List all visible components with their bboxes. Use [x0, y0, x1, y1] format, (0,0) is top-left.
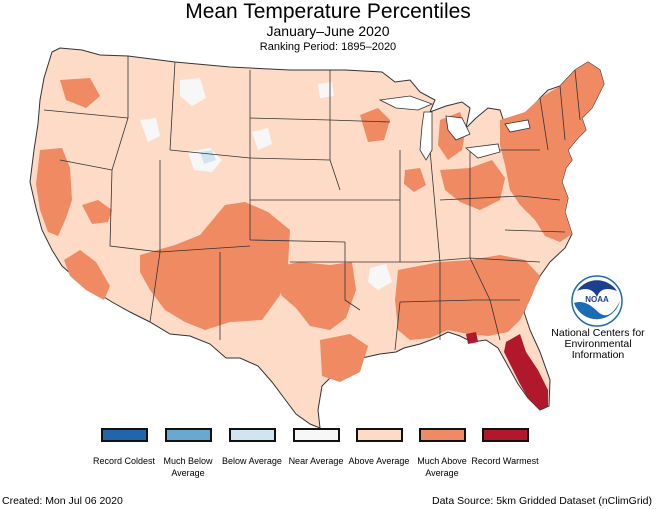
- legend-label: Above Average: [348, 456, 410, 466]
- legend-swatch-above: [356, 428, 403, 442]
- legend-swatch-much-below: [165, 428, 212, 442]
- legend-swatch-much-above: [419, 428, 466, 442]
- legend-swatch-near: [293, 428, 340, 442]
- legend-label: Much Below Average: [163, 456, 213, 478]
- much-above-average-regions: [36, 62, 604, 382]
- data-source: Data Source: 5km Gridded Dataset (nClimG…: [432, 495, 652, 507]
- noaa-logo-icon: NOAA: [571, 275, 623, 327]
- map-subtitle: January–June 2020: [266, 23, 390, 39]
- legend-label: Below Average: [222, 456, 282, 466]
- map-title: Mean Temperature Percentiles: [185, 0, 471, 23]
- noaa-wordmark: NOAA: [585, 295, 609, 304]
- legend-swatch-below: [229, 428, 276, 442]
- ncei-name: National Centers for Environmental Infor…: [551, 327, 645, 361]
- ranking-period: Ranking Period: 1895–2020: [259, 41, 397, 53]
- record-warmest-region: [504, 334, 548, 410]
- state-borders: [43, 56, 581, 351]
- legend-label: Much Above Average: [417, 456, 467, 478]
- legend-swatch-record-warmest: [482, 428, 529, 442]
- legend-label: Record Coldest: [92, 456, 156, 466]
- created-date: Created: Mon Jul 06 2020: [2, 495, 123, 507]
- great-lakes: [378, 95, 531, 161]
- legend-label: Record Warmest: [471, 456, 539, 466]
- record-warmest-region: [466, 332, 478, 344]
- legend-swatch-record-coldest: [101, 428, 148, 442]
- legend-label: Near Average: [288, 456, 344, 466]
